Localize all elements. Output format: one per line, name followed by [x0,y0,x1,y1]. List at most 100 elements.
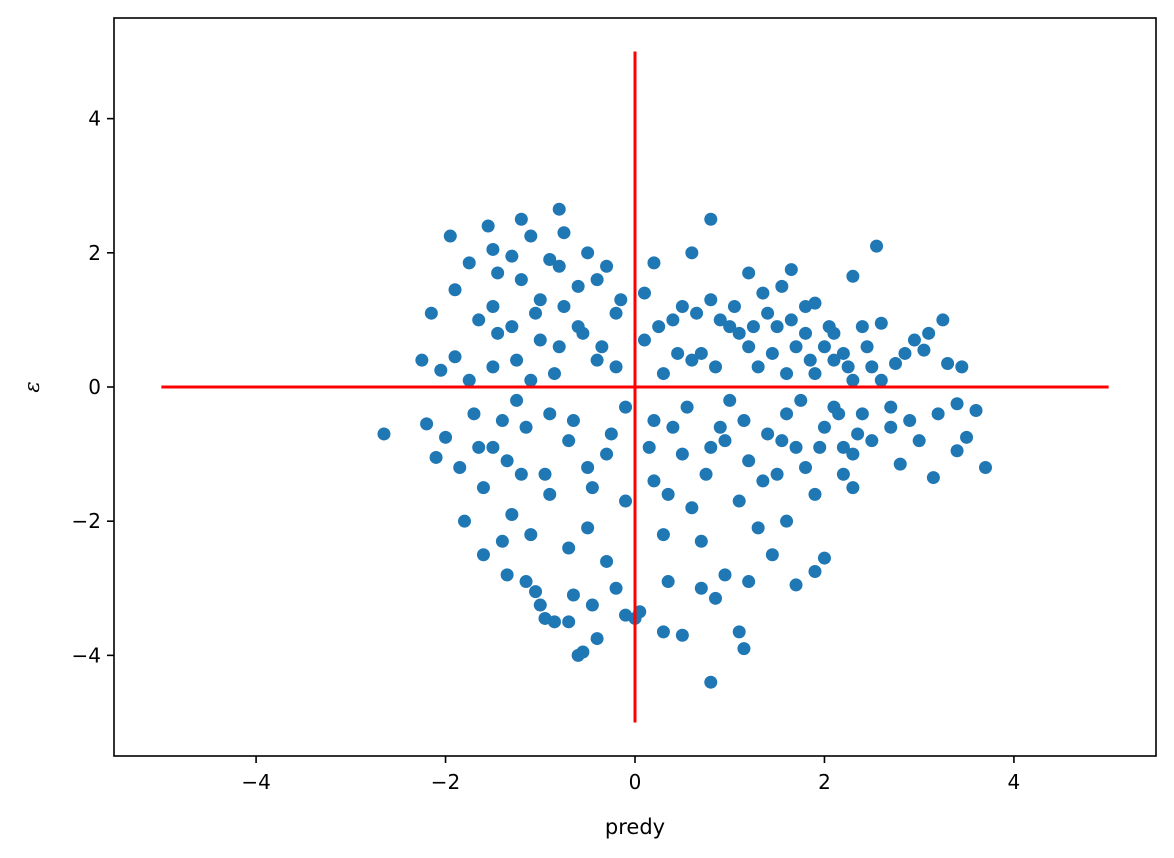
data-point [898,346,912,360]
data-point [832,407,846,421]
data-point [675,447,689,461]
data-point [893,457,907,471]
data-point [884,420,898,434]
data-point [907,333,921,347]
data-point [529,306,543,320]
y-axis-label: ε [20,381,44,392]
data-point [443,229,457,243]
data-point [510,353,524,367]
data-point [775,279,789,293]
reference-lines-layer [161,51,1109,723]
data-point [675,628,689,642]
data-point [486,360,500,374]
data-point [647,474,661,488]
data-point [529,585,543,599]
data-point [514,212,528,226]
data-point [453,461,467,475]
data-point [547,367,561,381]
data-point [557,299,571,313]
data-point [694,534,708,548]
data-point [978,461,992,475]
data-point [941,357,955,371]
data-point [718,568,732,582]
data-point [652,320,666,334]
data-point [765,346,779,360]
data-point [808,565,822,578]
data-point [950,397,964,411]
data-point [960,430,974,444]
data-point [656,367,670,381]
data-point [562,434,576,448]
data-point [495,534,509,548]
data-point [538,467,552,481]
data-point [770,320,784,334]
data-point [817,420,831,434]
data-point [699,467,713,481]
data-point [870,239,884,253]
data-point [562,541,576,555]
data-point [552,340,566,354]
data-point [855,407,869,421]
data-point [936,313,950,327]
data-point [590,353,604,367]
data-point [614,293,628,307]
data-point [813,440,827,454]
data-point [855,320,869,334]
data-point [481,219,495,233]
data-point [723,393,737,407]
data-point [510,393,524,407]
data-point [742,266,756,280]
data-point [846,373,860,387]
data-point [666,420,680,434]
data-point [656,625,670,639]
data-point [704,212,718,226]
data-point [486,299,500,313]
data-point [704,293,718,307]
data-point [514,273,528,287]
data-point [671,346,685,360]
data-point [931,407,945,421]
data-point [851,427,865,441]
data-point [732,494,746,508]
data-point [680,400,694,414]
data-point [486,440,500,454]
data-point [505,249,519,263]
data-point [424,306,438,320]
data-point [789,440,803,454]
data-point [704,440,718,454]
data-point [675,299,689,313]
data-point [817,551,831,565]
data-point [581,521,595,535]
data-point [543,487,557,501]
data-point [524,528,538,542]
data-point [609,581,623,595]
data-point [429,450,443,464]
data-point [780,514,794,528]
data-point [476,548,490,562]
x-axis-ticks: −4 −2 0 2 4 [241,756,1020,794]
data-point [566,414,580,428]
data-point [761,306,775,320]
data-point [637,333,651,347]
data-point [552,202,566,216]
data-point [600,447,614,461]
data-point [846,269,860,283]
data-point [780,407,794,421]
data-point [903,414,917,428]
data-point [600,259,614,273]
data-point [709,360,723,374]
data-point [770,467,784,481]
data-point [969,403,983,417]
data-point [467,407,481,421]
data-point [439,430,453,444]
data-point [500,568,514,582]
data-point [955,360,969,374]
data-point [789,578,803,592]
x-tick-label: 4 [1008,770,1021,794]
data-point [462,373,476,387]
data-point [514,467,528,481]
data-point [576,326,590,340]
data-point [609,306,623,320]
data-point [784,313,798,327]
